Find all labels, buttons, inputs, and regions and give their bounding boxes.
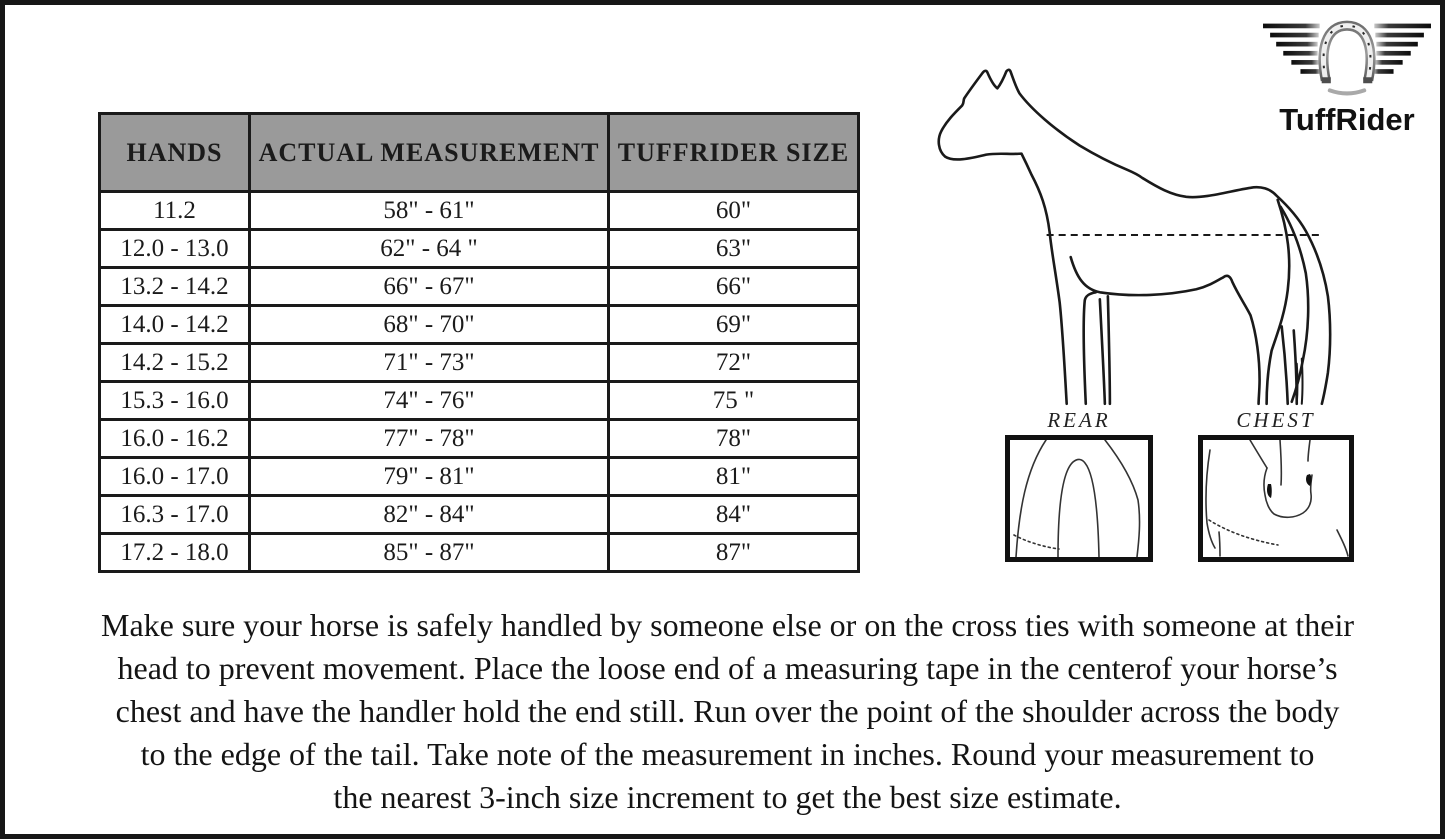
rear-view-label: REAR [1047, 408, 1111, 432]
table-row: 16.3 - 17.0 82" - 84" 84" [98, 494, 860, 535]
table-row: 14.0 - 14.2 68" - 70" 69" [98, 304, 860, 345]
table-row: 13.2 - 14.2 66" - 67" 66" [98, 266, 860, 307]
table-row: 17.2 - 18.0 85" - 87" 87" [98, 532, 860, 573]
table-row: 16.0 - 17.0 79" - 81" 81" [98, 456, 860, 497]
left-wing-icon [1263, 23, 1321, 74]
table-cell: 77" - 78" [248, 418, 610, 459]
brand-logo: TuffRider [1261, 15, 1433, 138]
table-row: 11.2 58" - 61" 60" [98, 190, 860, 231]
table-row: 14.2 - 15.2 71" - 73" 72" [98, 342, 860, 383]
table-cell: 60" [607, 190, 860, 231]
table-cell: 58" - 61" [248, 190, 610, 231]
column-header: HANDS [98, 112, 251, 193]
horse-belly-hindleg [1069, 255, 1261, 406]
table-cell: 63" [607, 228, 860, 269]
horse-tail-strand [1295, 362, 1299, 405]
table-cell: 14.0 - 14.2 [98, 304, 251, 345]
table-cell: 81" [607, 456, 860, 497]
table-cell: 13.2 - 14.2 [98, 266, 251, 307]
horse-foreleg-line [1098, 298, 1107, 406]
table-cell: 16.0 - 16.2 [98, 418, 251, 459]
instructions-line: the nearest 3-inch size increment to get… [333, 779, 1122, 815]
instructions-line: head to prevent movement. Place the loos… [117, 650, 1338, 686]
table-cell: 62" - 64 " [248, 228, 610, 269]
table-row: 15.3 - 16.0 74" - 76" 75 " [98, 380, 860, 421]
table-cell: 84" [607, 494, 860, 535]
table-cell: 14.2 - 15.2 [98, 342, 251, 383]
table-cell: 71" - 73" [248, 342, 610, 383]
horseshoe-icon [1318, 20, 1376, 96]
winged-horseshoe-icon [1263, 20, 1431, 96]
size-chart-table: HANDS ACTUAL MEASUREMENT TUFFRIDER SIZE 11… [98, 112, 860, 573]
horse-foreleg-line [1106, 294, 1112, 406]
table-cell: 79" - 81" [248, 456, 610, 497]
table-row: 12.0 - 13.0 62" - 64 " 63" [98, 228, 860, 269]
table-cell: 82" - 84" [248, 494, 610, 535]
horse-tail-strand [1300, 357, 1304, 405]
brand-name: TuffRider [1279, 102, 1415, 137]
instructions-line: chest and have the handler hold the end … [115, 693, 1340, 729]
chest-view-label: CHEST [1236, 408, 1316, 432]
table-cell: 69" [607, 304, 860, 345]
horse-body-outline [937, 68, 1332, 406]
table-cell: 78" [607, 418, 860, 459]
table-cell: 16.0 - 17.0 [98, 456, 251, 497]
chest-view-drawing [1198, 435, 1354, 562]
table-cell: 66" - 67" [248, 266, 610, 307]
table-cell: 12.0 - 13.0 [98, 228, 251, 269]
table-cell: 11.2 [98, 190, 251, 231]
horse-hindleg-line [1265, 198, 1291, 406]
right-wing-icon [1373, 23, 1431, 74]
size-chart-body: 11.2 58" - 61" 60" 12.0 - 13.0 62" - 64 " 63"… [98, 190, 860, 573]
table-cell: 74" - 76" [248, 380, 610, 421]
table-row: 16.0 - 16.2 77" - 78" 78" [98, 418, 860, 459]
instructions: Make sure your horse is safely handled b… [5, 604, 1440, 819]
horse-hindleg-line [1280, 325, 1290, 406]
horse-foreleg-line [1082, 290, 1098, 406]
table-cell: 15.3 - 16.0 [98, 380, 251, 421]
column-header: TUFFRIDER SIZE [607, 112, 860, 193]
table-cell: 72" [607, 342, 860, 383]
table-cell: 75 " [607, 380, 860, 421]
table-cell: 66" [607, 266, 860, 307]
instructions-line: Make sure your horse is safely handled b… [100, 607, 1354, 643]
table-cell: 68" - 70" [248, 304, 610, 345]
size-chart-header-row: HANDS ACTUAL MEASUREMENT TUFFRIDER SIZE [98, 112, 860, 193]
table-cell: 87" [607, 532, 860, 573]
horse-outline-drawing [918, 57, 1350, 409]
table-cell: 17.2 - 18.0 [98, 532, 251, 573]
instructions-line: to the edge of the tail. Take note of th… [140, 736, 1315, 772]
rear-view-drawing [1005, 435, 1153, 562]
table-cell: 85" - 87" [248, 532, 610, 573]
table-cell: 16.3 - 17.0 [98, 494, 251, 535]
column-header: ACTUAL MEASUREMENT [248, 112, 610, 193]
